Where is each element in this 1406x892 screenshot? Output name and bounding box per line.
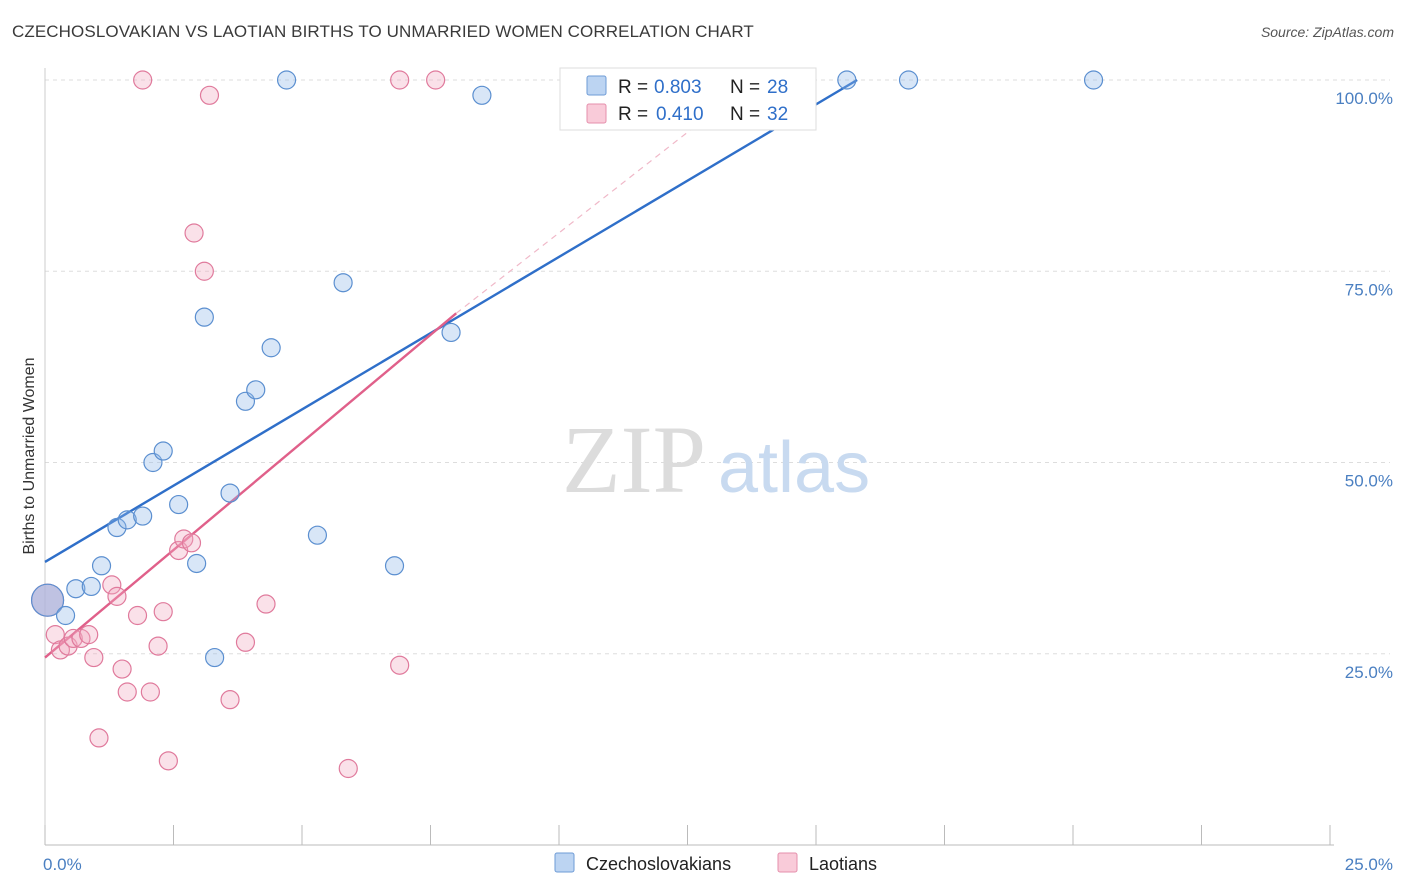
point-laotian bbox=[235, 632, 256, 652]
point-czechoslovakian bbox=[153, 441, 173, 461]
point-czechoslovakian bbox=[276, 70, 297, 90]
point-czechoslovakian bbox=[898, 70, 919, 90]
watermark-atlas: atlas bbox=[718, 428, 870, 508]
point-laotian bbox=[63, 628, 83, 649]
point-laotian bbox=[181, 533, 202, 553]
point-laotian bbox=[102, 575, 122, 595]
trend-line-laotian bbox=[44, 312, 457, 659]
source-credit: Source: ZipAtlas.com bbox=[1260, 24, 1394, 40]
point-laotian bbox=[45, 625, 65, 645]
point-laotian bbox=[79, 625, 99, 645]
point-czechoslovakian bbox=[441, 322, 461, 343]
watermark: ZIP atlas bbox=[562, 406, 870, 513]
point-czechoslovakian bbox=[205, 647, 225, 668]
point-laotian bbox=[338, 758, 358, 779]
point-czechoslovakian bbox=[194, 307, 214, 327]
point-laotian bbox=[140, 682, 160, 702]
point-laotian bbox=[133, 70, 153, 90]
chart-title: CZECHOSLOVAKIAN VS LAOTIAN BIRTHS TO UNM… bbox=[12, 22, 754, 41]
legend-n-label-czech: N = bbox=[730, 77, 760, 98]
legend-r-label-czech: R = bbox=[618, 77, 648, 98]
legend-n-label-laotian: N = bbox=[730, 104, 760, 125]
trend-line-czechoslovakian bbox=[44, 78, 858, 563]
point-laotian bbox=[158, 751, 178, 771]
point-laotian bbox=[390, 70, 410, 90]
point-czechoslovakian bbox=[133, 506, 153, 526]
point-laotian bbox=[89, 728, 109, 748]
y-tick-label: 50.0% bbox=[1345, 472, 1393, 491]
point-laotian bbox=[127, 605, 148, 626]
point-czechoslovakian bbox=[472, 85, 492, 105]
legend-n-value-laotian: 32 bbox=[767, 104, 788, 125]
point-czechoslovakian bbox=[169, 494, 189, 515]
point-laotian bbox=[117, 682, 137, 702]
point-laotian bbox=[256, 594, 276, 614]
point-laotian bbox=[153, 602, 173, 622]
point-czechoslovakian bbox=[384, 556, 405, 576]
y-tick-label: 100.0% bbox=[1335, 89, 1393, 108]
y-axis-label: Births to Unmarried Women bbox=[21, 357, 38, 554]
x-tick-label: 25.0% bbox=[1345, 855, 1393, 874]
legend-r-value-czech: 0.803 bbox=[654, 77, 702, 98]
point-czechoslovakian bbox=[81, 576, 101, 597]
series-legend-swatch-laotian bbox=[777, 852, 798, 873]
legend-swatch-laotian bbox=[586, 103, 607, 124]
y-tick-label: 75.0% bbox=[1345, 280, 1393, 299]
point-czechoslovakian bbox=[30, 583, 65, 617]
point-czechoslovakian bbox=[220, 483, 240, 503]
point-laotian bbox=[220, 690, 240, 710]
tick-labels: 25.0% 50.0% 75.0% 100.0% 0.0% 25.0% bbox=[43, 89, 1393, 874]
y-tick-label: 25.0% bbox=[1345, 663, 1393, 682]
point-czechoslovakian bbox=[307, 525, 328, 545]
point-czechoslovakian bbox=[55, 605, 76, 626]
watermark-zip: ZIP bbox=[562, 406, 706, 513]
stats-legend: R = 0.803 N = 28 R = 0.410 N = 32 bbox=[559, 67, 817, 131]
point-czechoslovakian bbox=[333, 273, 353, 293]
point-czechoslovakian bbox=[107, 517, 127, 538]
point-laotian bbox=[199, 85, 220, 105]
point-laotian bbox=[112, 659, 132, 679]
series-legend-swatch-czech bbox=[554, 852, 575, 873]
point-czechoslovakian bbox=[1083, 70, 1104, 90]
point-czechoslovakian bbox=[187, 553, 207, 574]
point-czechoslovakian bbox=[66, 579, 86, 599]
point-czechoslovakian bbox=[91, 556, 112, 576]
point-laotian bbox=[390, 655, 410, 675]
legend-r-label-laotian: R = bbox=[618, 104, 648, 125]
point-laotian bbox=[426, 70, 446, 90]
legend-swatch-czech bbox=[586, 75, 607, 96]
series-legend-label-laotian: Laotians bbox=[809, 854, 877, 874]
legend-n-value-czech: 28 bbox=[767, 77, 788, 98]
point-czechoslovakian bbox=[837, 70, 857, 90]
axes bbox=[44, 68, 1334, 846]
point-laotian bbox=[107, 586, 127, 606]
series-legend-label-czech: Czechoslovakians bbox=[586, 854, 731, 874]
point-czechoslovakian bbox=[261, 338, 281, 358]
series-legend: Czechoslovakians Laotians bbox=[554, 852, 877, 874]
trend-extension-laotian bbox=[455, 79, 755, 314]
point-laotian bbox=[148, 636, 168, 656]
point-laotian bbox=[84, 647, 104, 668]
data-points bbox=[30, 70, 1104, 779]
point-laotian bbox=[184, 223, 204, 243]
point-czechoslovakian bbox=[246, 380, 266, 400]
legend-r-value-laotian: 0.410 bbox=[656, 104, 704, 125]
trend-lines bbox=[44, 78, 858, 659]
gridlines bbox=[45, 79, 1390, 655]
x-tick-label: 0.0% bbox=[43, 855, 82, 874]
point-czechoslovakian bbox=[117, 510, 137, 530]
point-laotian bbox=[194, 261, 214, 281]
